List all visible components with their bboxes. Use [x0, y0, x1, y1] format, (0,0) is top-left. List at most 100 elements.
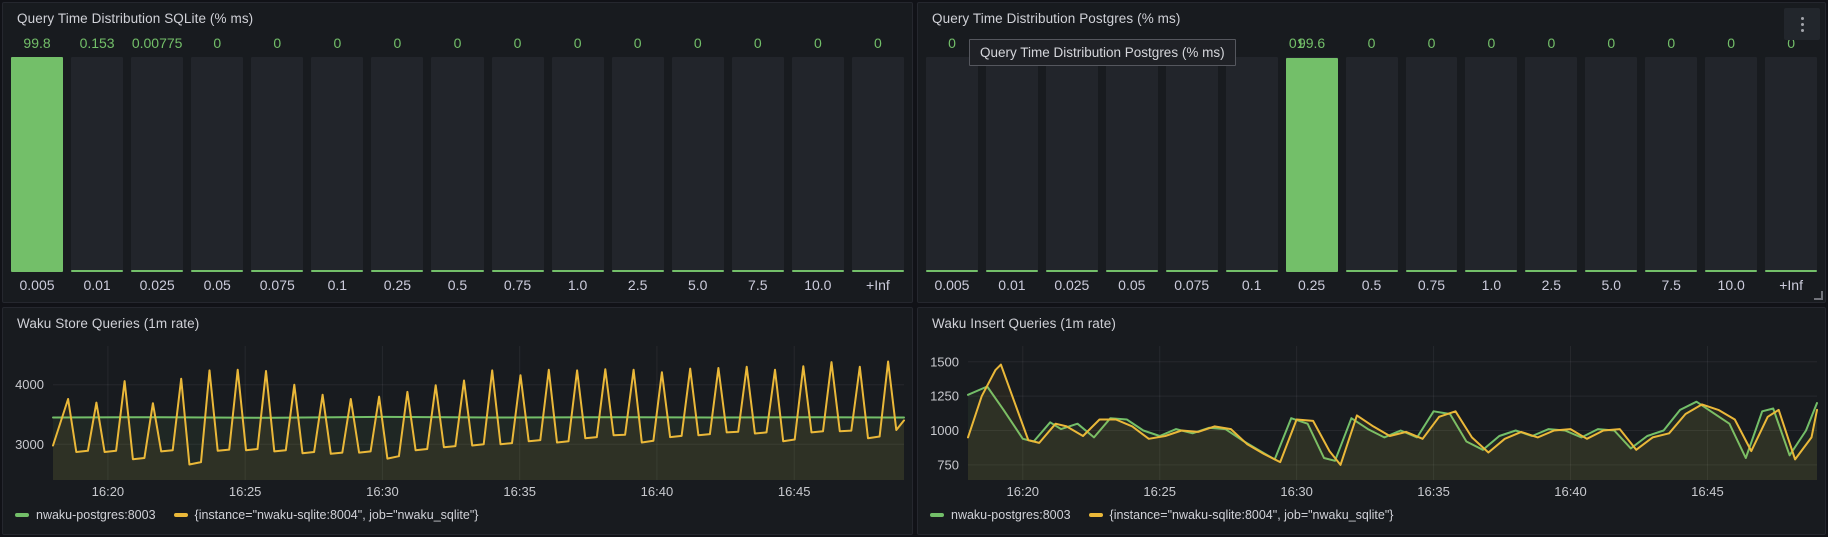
bar-label: 5.0: [687, 277, 708, 293]
bar-labels-row: 0.005 0.01 0.025 0.05 0.075 0.1 0.25 0.5 0.75 1.0…: [11, 272, 904, 298]
bar-value: 0: [333, 35, 342, 51]
gauge-bar-fill: [671, 270, 724, 272]
gauge-bar: [1285, 57, 1338, 272]
bar-value: 0: [1367, 35, 1376, 51]
x-tick-label: 16:20: [92, 484, 125, 499]
legend-item[interactable]: {instance="nwaku-sqlite:8004", job="nwak…: [173, 508, 478, 522]
timeseries-plot[interactable]: 16:20 16:25 16:30 16:35 16:40 16:45 750 1000 125…: [918, 338, 1825, 502]
bar-value: 0: [1667, 35, 1676, 51]
gauge-bar-fill: [131, 270, 184, 272]
panel-menu-icon[interactable]: [1784, 8, 1820, 40]
y-tick-label: 3000: [15, 437, 44, 452]
gauge-bar-fill: [985, 270, 1038, 272]
gauge-bar-fill: [926, 270, 978, 272]
gauge-bar-fill: [1225, 270, 1278, 272]
gauge-bar: [1465, 57, 1518, 272]
gauge-bar-fill: [1645, 270, 1698, 272]
panel-title[interactable]: Query Time Distribution Postgres (% ms): [932, 10, 1181, 26]
legend-item[interactable]: {instance="nwaku-sqlite:8004", job="nwak…: [1088, 508, 1394, 522]
gauge-bar: [371, 57, 424, 272]
bar-value: 0: [948, 35, 956, 51]
bar-label: 2.5: [627, 277, 648, 293]
panel-waku-store-queries: Waku Store Queries (1m rate) 16:20 16:25 1…: [2, 307, 913, 535]
panel-resize-handle[interactable]: [1814, 291, 1823, 300]
bar-label: 10.0: [804, 277, 832, 293]
bar-label: 0.025: [139, 277, 175, 293]
bar-label: 7.5: [1661, 277, 1681, 293]
bar-value: 0: [213, 35, 222, 51]
bar-label: 0.5: [447, 277, 468, 293]
legend-series-label: nwaku-postgres:8003: [951, 508, 1071, 522]
gauge-bar-fill: [611, 270, 664, 272]
gauge-bar: [1405, 57, 1458, 272]
bar-label: 0.01: [83, 277, 111, 293]
gauge-bar-fill: [1405, 270, 1458, 272]
gauge-bar: [1645, 57, 1698, 272]
x-tick-label: 16:25: [1143, 484, 1176, 499]
panel-header: Waku Store Queries (1m rate): [3, 308, 912, 338]
bar-label: 0.25: [1297, 277, 1326, 293]
gauge-bar: [611, 57, 664, 272]
bar-value: 0: [1547, 35, 1556, 51]
bar-gauge: 0 01 99.6 0 0 0 0 0 0 0 0 0.005 0.01 0.025 0.05 0.075 0…: [918, 33, 1825, 302]
legend-series-swatch: [15, 513, 29, 517]
panel-title[interactable]: Query Time Distribution SQLite (% ms): [17, 10, 254, 26]
bar-value: 0: [393, 35, 402, 51]
gauge-bar: [1525, 57, 1578, 272]
gauge-bar-fill: [851, 270, 904, 272]
bar-label: 2.5: [1541, 277, 1562, 293]
legend-series-swatch: [1088, 513, 1103, 517]
bar-label: 7.5: [748, 277, 768, 293]
bar-value: 0: [1427, 35, 1436, 51]
bar-value: 0: [453, 35, 462, 51]
legend-item[interactable]: nwaku-postgres:8003: [15, 508, 156, 522]
gauge-bar-fill: [1465, 270, 1518, 272]
legend-item[interactable]: nwaku-postgres:8003: [930, 508, 1071, 522]
series-line-0: [967, 385, 1818, 462]
gauge-bar: [731, 57, 784, 272]
panel-query-time-sqlite: Query Time Distribution SQLite (% ms) 99…: [2, 2, 913, 303]
x-tick-label: 16:30: [1280, 484, 1313, 499]
gauge-bar: [926, 57, 978, 272]
legend-series-label: {instance="nwaku-sqlite:8004", job="nwak…: [1109, 508, 1394, 522]
bars-row: [11, 57, 904, 272]
timeseries-chart[interactable]: 16:20 16:25 16:30 16:35 16:40 16:45 750 1000 125…: [918, 338, 1825, 502]
x-tick-label: 16:30: [366, 484, 399, 499]
bar-value: 01: [1288, 35, 1305, 51]
bar-labels-row: 0.005 0.01 0.025 0.05 0.075 0.1 0.25 0.5 0.75 1.0…: [926, 272, 1817, 298]
y-tick-label: 1250: [930, 389, 959, 404]
gauge-bar: [1765, 57, 1818, 272]
gauge-bar-fill: [371, 270, 424, 272]
x-tick-label: 16:25: [229, 484, 262, 499]
bar-label: 0.75: [1417, 277, 1446, 293]
gauge-bar-fill: [1585, 270, 1638, 272]
series-fill-1: [968, 364, 1817, 480]
panel-title[interactable]: Waku Insert Queries (1m rate): [932, 315, 1116, 331]
gauge-bar: [251, 57, 304, 272]
y-tick-label: 1000: [930, 423, 959, 438]
panel-title[interactable]: Waku Store Queries (1m rate): [17, 315, 200, 331]
series-fill-0: [968, 386, 1817, 480]
bar-label: 0.05: [1118, 277, 1146, 293]
timeseries-chart[interactable]: 16:20 16:25 16:30 16:35 16:40 16:45 3000 4000: [3, 338, 912, 502]
x-tick-label: 16:20: [1007, 484, 1040, 499]
gauge-bar: [1585, 57, 1638, 272]
legend-series-swatch: [173, 513, 188, 517]
gauge-bar-fill: [551, 270, 604, 272]
gauge-bar: [491, 57, 544, 272]
gauge-bar-fill: [311, 270, 364, 272]
bar-label: 0.1: [1241, 277, 1262, 293]
gauge-bar-fill: [431, 270, 484, 272]
panel-waku-insert-queries: Waku Insert Queries (1m rate) 16:20 16:25…: [917, 307, 1826, 535]
gauge-bar: [1045, 57, 1098, 272]
gauge-bar: [191, 57, 244, 272]
timeseries-plot[interactable]: 16:20 16:25 16:30 16:35 16:40 16:45 3000 4000: [3, 338, 912, 502]
panel-query-time-postgres: Query Time Distribution Postgres (% ms) …: [917, 2, 1826, 303]
gauge-bar: [11, 57, 64, 272]
gauge-bar-fill: [1045, 270, 1098, 272]
bar-value: 0: [813, 35, 822, 51]
y-tick-label: 4000: [15, 377, 44, 392]
panel-header: Waku Insert Queries (1m rate): [918, 308, 1825, 338]
gauge-bar-fill: [491, 270, 544, 272]
gauge-bar: [311, 57, 364, 272]
